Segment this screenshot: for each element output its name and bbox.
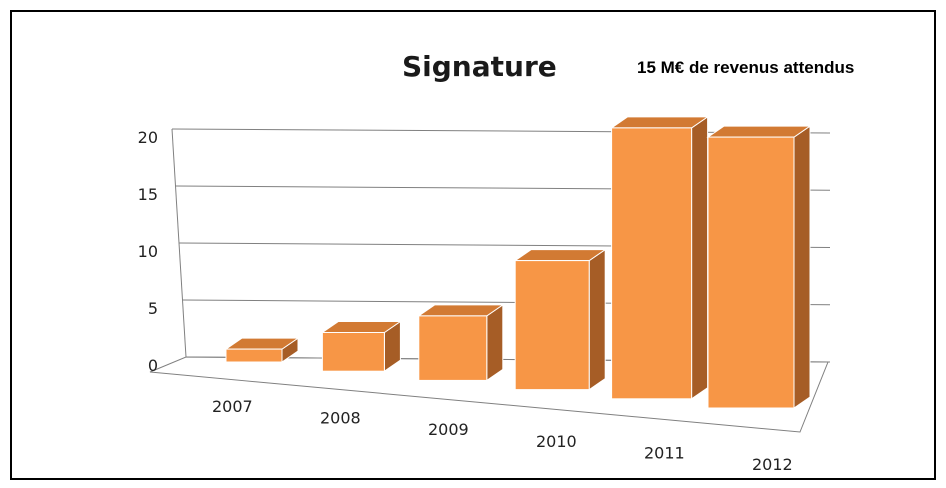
y-tick-label: 15 [138,185,158,204]
y-tick-label: 0 [148,356,158,375]
bar-2010 [513,248,607,391]
x-tick-label: 2008 [320,409,361,428]
y-tick-label: 20 [138,128,158,147]
bar-2012 [706,125,812,409]
x-tick-label: 2010 [536,432,577,451]
y-axis-ticks: 0 5 10 15 20 [138,128,158,375]
y-tick-label: 10 [138,242,158,261]
bar-2007 [224,337,300,363]
x-tick-label: 2011 [644,443,685,462]
x-tick-label: 2012 [752,455,793,474]
x-tick-label: 2009 [428,420,469,439]
bar-2008 [320,320,403,373]
chart-subtitle: 15 M€ de revenus attendus [637,58,855,77]
chart-title: Signature [402,50,557,83]
bar-2009 [417,303,505,382]
y-tick-label: 5 [148,299,158,318]
x-tick-label: 2007 [212,397,253,416]
x-axis-ticks: 2007 2008 2009 2010 2011 2012 [212,397,793,474]
bar-2011 [609,115,710,400]
bars [224,115,812,409]
